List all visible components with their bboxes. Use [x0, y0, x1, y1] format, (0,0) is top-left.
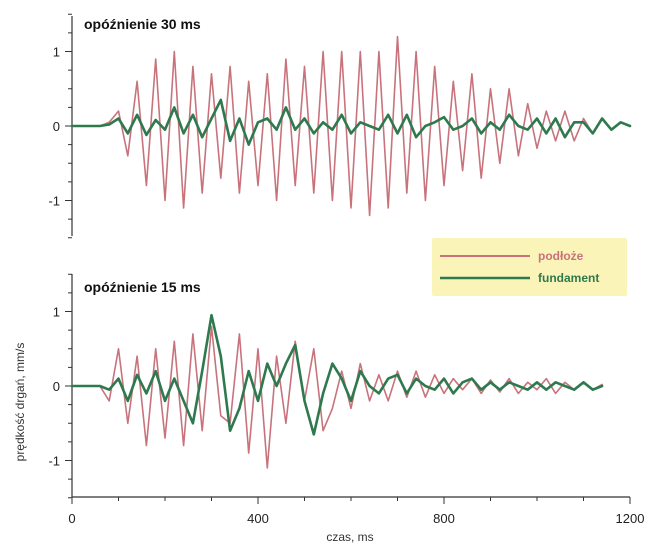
panel-bottom-title: opóźnienie 15 ms: [84, 279, 201, 295]
y-tick-label: -1: [48, 194, 60, 209]
legend: podłoże fundament: [432, 238, 627, 296]
y-axis-title: prędkość drgań, mm/s: [13, 343, 27, 462]
series-line-fundament: [70, 313, 604, 436]
legend-label-podloze: podłoże: [538, 249, 584, 263]
panel-bottom-series: [70, 313, 604, 469]
legend-box: [432, 238, 627, 296]
y-tick-label: 0: [53, 119, 60, 134]
panel-top-series: [70, 35, 632, 217]
x-tick-label: 0: [68, 511, 75, 526]
panel-bottom: opóźnienie 15 ms -1 0 1 0 400 800 1200: [48, 273, 645, 526]
x-tick-label: 800: [433, 511, 455, 526]
panel-top: opóźnienie 30 ms -1 0 1: [48, 13, 632, 239]
panel-bottom-axes: -1 0 1 0 400 800 1200: [48, 273, 645, 526]
y-tick-label: 1: [53, 45, 60, 60]
y-tick-label: 0: [53, 379, 60, 394]
series-line-fundament: [70, 98, 632, 146]
x-tick-label: 400: [247, 511, 269, 526]
series-line-podloze: [71, 35, 631, 217]
series-line-podloze: [71, 325, 603, 469]
panel-top-title: opóźnienie 30 ms: [84, 16, 201, 32]
legend-label-fundament: fundament: [538, 271, 599, 285]
x-axis-title: czas, ms: [326, 530, 373, 544]
y-tick-label: -1: [48, 454, 60, 469]
panel-top-axes: -1 0 1: [48, 13, 73, 239]
x-tick-label: 1200: [616, 511, 645, 526]
y-tick-label: 1: [53, 305, 60, 320]
